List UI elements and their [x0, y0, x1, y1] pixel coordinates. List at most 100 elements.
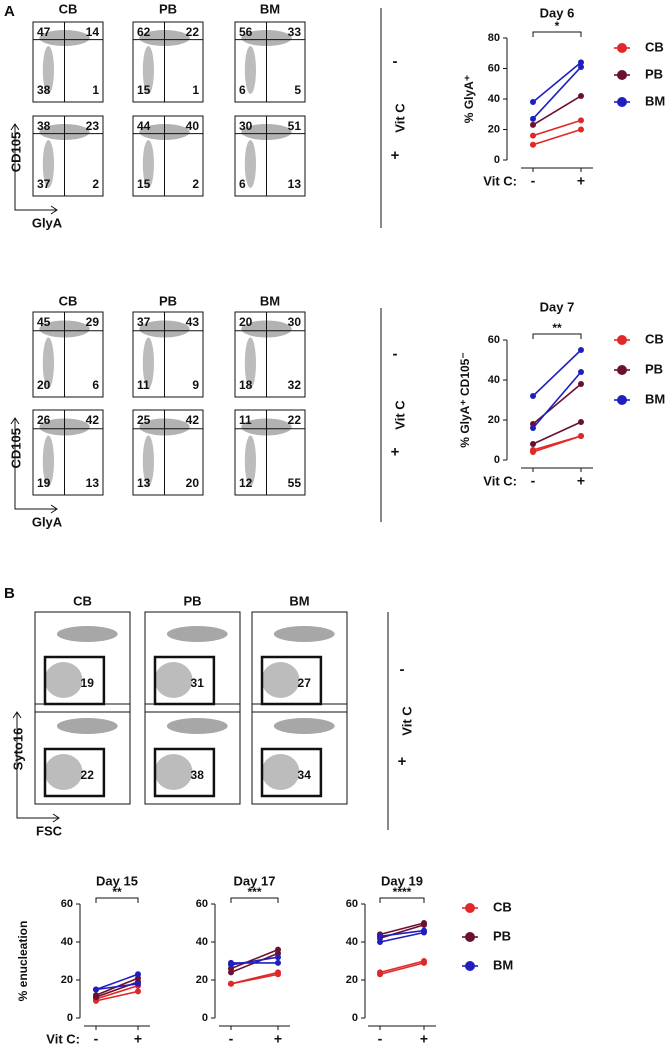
quadrant-percent: 44 — [137, 119, 151, 133]
plot-frame — [144, 611, 241, 713]
axis-arrow — [10, 417, 58, 514]
plot-frame — [234, 115, 306, 197]
x-tick-label: - — [531, 173, 536, 189]
y-tick-label: 60 — [488, 62, 500, 74]
column-header: PB — [159, 1, 177, 16]
legend-label: BM — [645, 93, 665, 108]
donor-line — [379, 922, 425, 936]
plot-frame — [234, 21, 306, 103]
plot-frame — [32, 21, 104, 103]
plot-frame — [132, 21, 204, 103]
donor-line — [532, 371, 582, 429]
quadrant-percent: 56 — [239, 25, 253, 39]
quadrant-percent: 47 — [37, 25, 51, 39]
quadrant-percent: 22 — [288, 413, 302, 427]
donor-line — [95, 983, 139, 991]
significance-bracket — [95, 897, 139, 903]
data-point — [93, 992, 99, 999]
cell-population — [42, 337, 55, 389]
significance: *** — [247, 885, 261, 899]
chart-title: Day 19 — [381, 873, 423, 888]
plot-frame — [34, 611, 131, 713]
quadrant-percent: 1 — [192, 83, 199, 97]
quadrant-percent: 14 — [86, 25, 100, 39]
quadrant-percent: 20 — [239, 315, 253, 329]
data-point — [530, 115, 536, 122]
quadrant-percent: 38 — [37, 119, 51, 133]
donor-line — [379, 960, 425, 974]
row-group-label: Vit C — [392, 400, 407, 430]
y-tick-label: 20 — [488, 414, 500, 426]
y-axis-label: Syto16 — [10, 728, 25, 771]
x-tick-label: + — [577, 473, 585, 489]
row-label: + — [391, 147, 400, 164]
donor-line — [532, 421, 582, 445]
row-label: - — [393, 53, 398, 70]
y-tick-label: 0 — [494, 454, 500, 466]
cell-population — [142, 140, 154, 188]
quadrant-percent: 51 — [288, 119, 302, 133]
legend-label: CB — [493, 899, 512, 914]
plot-frame — [32, 409, 104, 496]
x-tick-label: + — [420, 1031, 428, 1047]
cell-population — [244, 435, 256, 487]
plot-frame — [32, 115, 104, 197]
legend-marker — [617, 97, 627, 107]
quadrant-percent: 33 — [288, 25, 302, 39]
donor-line — [95, 973, 139, 991]
data-point — [578, 381, 584, 387]
quadrant-percent: 5 — [294, 83, 301, 97]
donor-line — [532, 66, 582, 120]
y-tick-label: 0 — [202, 1012, 208, 1024]
cell-population — [244, 46, 256, 94]
data-point — [578, 63, 584, 70]
data-point — [135, 988, 141, 995]
donor-line — [95, 984, 139, 1000]
donor-line — [532, 61, 582, 103]
quadrant-percent: 37 — [37, 177, 51, 191]
significance: ** — [552, 321, 562, 335]
data-point — [421, 921, 427, 928]
quadrant-percent: 1 — [92, 83, 99, 97]
data-point — [275, 969, 281, 976]
quadrant-percent: 62 — [137, 25, 151, 39]
column-header: BM — [289, 593, 309, 608]
cell-population — [244, 337, 256, 389]
donor-line — [379, 962, 425, 976]
quadrant-percent: 6 — [92, 378, 99, 392]
donor-line — [230, 971, 279, 985]
plot-frame — [132, 115, 204, 197]
legend-marker — [465, 961, 475, 971]
y-axis-label: % GlyA⁺ CD105⁻ — [458, 352, 472, 447]
x-axis-label: Vit C: — [46, 1031, 80, 1046]
quadrant-percent: 55 — [288, 476, 302, 490]
legend-marker — [617, 395, 627, 405]
data-point — [377, 933, 383, 940]
column-header: PB — [159, 293, 177, 308]
data-point — [135, 980, 141, 987]
cell-population — [142, 337, 154, 389]
x-tick-label: + — [577, 173, 585, 189]
legend-label: BM — [645, 391, 665, 406]
donor-line — [95, 990, 139, 1002]
data-point — [578, 117, 584, 124]
data-point — [275, 959, 281, 966]
quadrant-percent: 15 — [137, 177, 151, 191]
cell-population — [273, 718, 335, 734]
donor-line — [532, 383, 582, 425]
x-axis-label: FSC — [36, 823, 63, 838]
data-point — [530, 425, 536, 431]
donor-line — [532, 128, 582, 146]
row-label: - — [400, 661, 405, 678]
cell-population — [44, 662, 83, 698]
x-axis-label: GlyA — [32, 514, 63, 529]
x-axis-label: GlyA — [32, 215, 63, 230]
quadrant-percent: 18 — [239, 378, 253, 392]
cell-population — [261, 754, 300, 790]
legend-label: CB — [645, 39, 664, 54]
y-axis-label: CD105 — [8, 132, 23, 172]
data-point — [421, 927, 427, 934]
data-point — [530, 141, 536, 148]
quadrant-percent: 19 — [37, 476, 51, 490]
y-tick-label: 80 — [488, 32, 500, 44]
